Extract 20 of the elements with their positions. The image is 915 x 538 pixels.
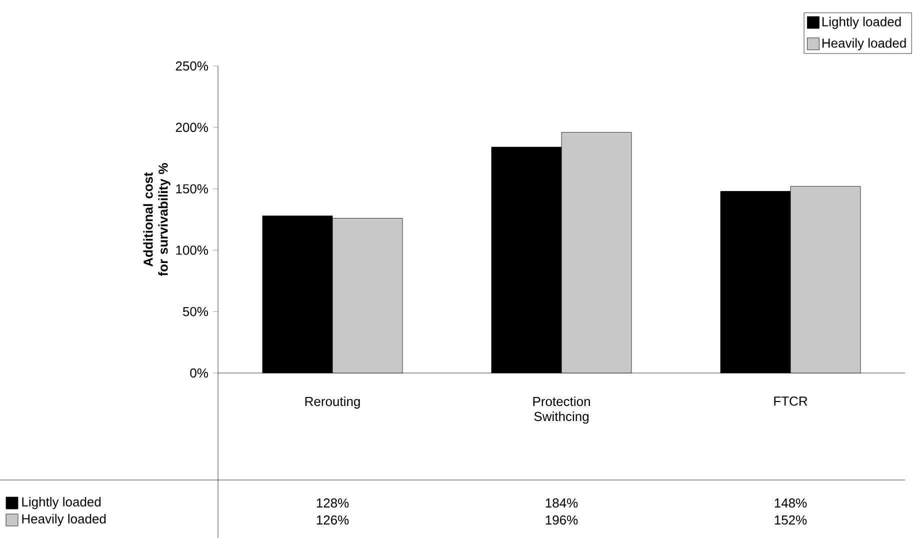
y-tick-label: 150% — [176, 184, 208, 194]
text: Heavily loaded — [22, 514, 106, 526]
data-label: 148% — [774, 498, 807, 508]
y-tick-label: 0% — [190, 368, 208, 378]
y-tick-label: 200% — [176, 122, 208, 132]
y-tick-label: 250% — [176, 61, 208, 71]
x-tick-label: Protection Swithcing — [533, 396, 590, 424]
data-label: 196% — [546, 515, 578, 525]
legend-label: Heavily loaded — [822, 38, 906, 50]
legend-label: Lightly loaded — [822, 16, 901, 29]
x-tick-label: FTCR — [774, 396, 808, 406]
y-tick-label: 100% — [176, 246, 208, 255]
data-label: 128% — [316, 498, 349, 508]
x-tick-label: Rerouting — [305, 396, 360, 409]
y-tick-label: 50% — [182, 306, 208, 316]
data-label: 184% — [546, 498, 578, 508]
y-axis-title: Additional cost for survivability % — [143, 163, 170, 276]
data-label: 152% — [774, 515, 807, 525]
data-label: 126% — [316, 515, 349, 525]
text: Lightly loaded — [22, 496, 101, 510]
